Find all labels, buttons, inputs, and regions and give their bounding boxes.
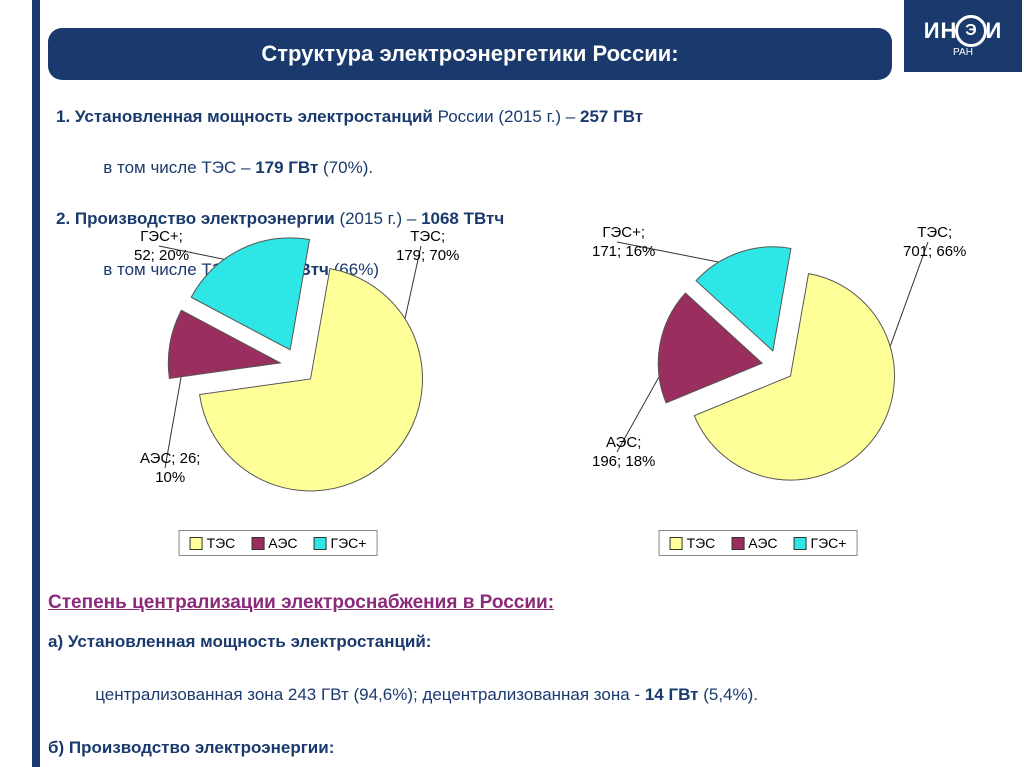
legend-swatch: [794, 537, 807, 550]
centralization-heading: Степень централизации электроснабжения в…: [48, 588, 988, 617]
slice-label-ГЭС+: ГЭС+; 52; 20%: [134, 228, 189, 266]
page-title: Структура электроэнергетики России:: [261, 41, 678, 67]
page: ИН Э И РАН Структура электроэнергетики Р…: [0, 0, 1024, 767]
legend-item-АЭС: АЭС: [251, 535, 297, 551]
legend-item-ГЭС+: ГЭС+: [314, 535, 367, 551]
charts-row: ТЭС; 179; 70% АЭС; 26; 10% ГЭС+; 52; 20% ТЭ…: [48, 216, 988, 556]
cent-a-body: централизованная зона 243 ГВт (94,6%); д…: [48, 656, 988, 735]
cent-a: а) Установленная мощность электростанций…: [48, 629, 988, 655]
legend-item-АЭС: АЭС: [731, 535, 777, 551]
cent-a-val: 14 ГВт: [645, 685, 699, 704]
cent-a-label: а) Установленная мощность электростанций…: [48, 632, 431, 651]
capacity-pie-chart: ТЭС; 179; 70% АЭС; 26; 10% ГЭС+; 52; 20% ТЭ…: [48, 216, 508, 556]
legend-item-ТЭС: ТЭС: [670, 535, 716, 551]
legend-label: ТЭС: [687, 535, 716, 551]
production-pie-chart: ТЭС; 701; 66% АЭС; 196; 18% ГЭС+; 171; 16%…: [528, 216, 988, 556]
legend-label: ТЭС: [207, 535, 236, 551]
intro-1b: России (2015 г.) –: [433, 107, 580, 126]
slice-label-ТЭС: ТЭС; 701; 66%: [903, 224, 966, 262]
cent-b: б) Производство электроэнергии:: [48, 735, 988, 761]
intro-1c: 257 ГВт: [580, 107, 643, 126]
cent-b-body: централизованная зона 1050 ТВтч (98,3%);…: [48, 761, 988, 767]
title-bar: Структура электроэнергетики России:: [48, 28, 892, 80]
cent-a-t3: ).: [748, 685, 758, 704]
logo-subtext: РАН: [953, 47, 973, 58]
legend: ТЭС АЭС ГЭС+: [659, 530, 858, 556]
legend-swatch: [251, 537, 264, 550]
slice-label-АЭС: АЭС; 26; 10%: [140, 450, 200, 488]
logo-text: ИН Э И: [924, 15, 1003, 47]
legend-item-ГЭС+: ГЭС+: [794, 535, 847, 551]
cent-a-t2: (: [698, 685, 708, 704]
intro-1a: 1. Установленная мощность электростанций: [56, 107, 433, 126]
slice-label-ТЭС: ТЭС; 179; 70%: [396, 228, 459, 266]
cent-a-pct: 5,4%: [709, 685, 748, 704]
cent-b-label: б) Производство электроэнергии:: [48, 738, 334, 757]
logo-badge: ИН Э И РАН: [904, 0, 1022, 72]
logo-part-1: ИН: [924, 18, 958, 44]
logo-part-2: И: [985, 18, 1002, 44]
legend-label: АЭС: [268, 535, 297, 551]
left-accent-bar: [32, 0, 40, 767]
legend-item-ТЭС: ТЭС: [190, 535, 236, 551]
legend-swatch: [190, 537, 203, 550]
slice-label-ГЭС+: ГЭС+; 171; 16%: [592, 224, 655, 262]
legend-label: ГЭС+: [331, 535, 367, 551]
centralization-section: Степень централизации электроснабжения в…: [48, 588, 988, 767]
intro-line-1: 1. Установленная мощность электростанций…: [56, 104, 643, 130]
intro-line-2: в том числе ТЭС – 179 ГВт (70%).: [56, 130, 643, 207]
legend-swatch: [731, 537, 744, 550]
legend: ТЭС АЭС ГЭС+: [179, 530, 378, 556]
intro-2b: 179 ГВт: [255, 158, 318, 177]
logo-ring: Э: [955, 15, 987, 47]
slice-label-АЭС: АЭС; 196; 18%: [592, 434, 655, 472]
legend-swatch: [314, 537, 327, 550]
intro-2a: в том числе ТЭС –: [84, 158, 255, 177]
legend-label: ГЭС+: [811, 535, 847, 551]
legend-label: АЭС: [748, 535, 777, 551]
legend-swatch: [670, 537, 683, 550]
cent-a-t1: централизованная зона 243 ГВт (94,6%); д…: [76, 685, 644, 704]
intro-2c: (70%).: [318, 158, 373, 177]
